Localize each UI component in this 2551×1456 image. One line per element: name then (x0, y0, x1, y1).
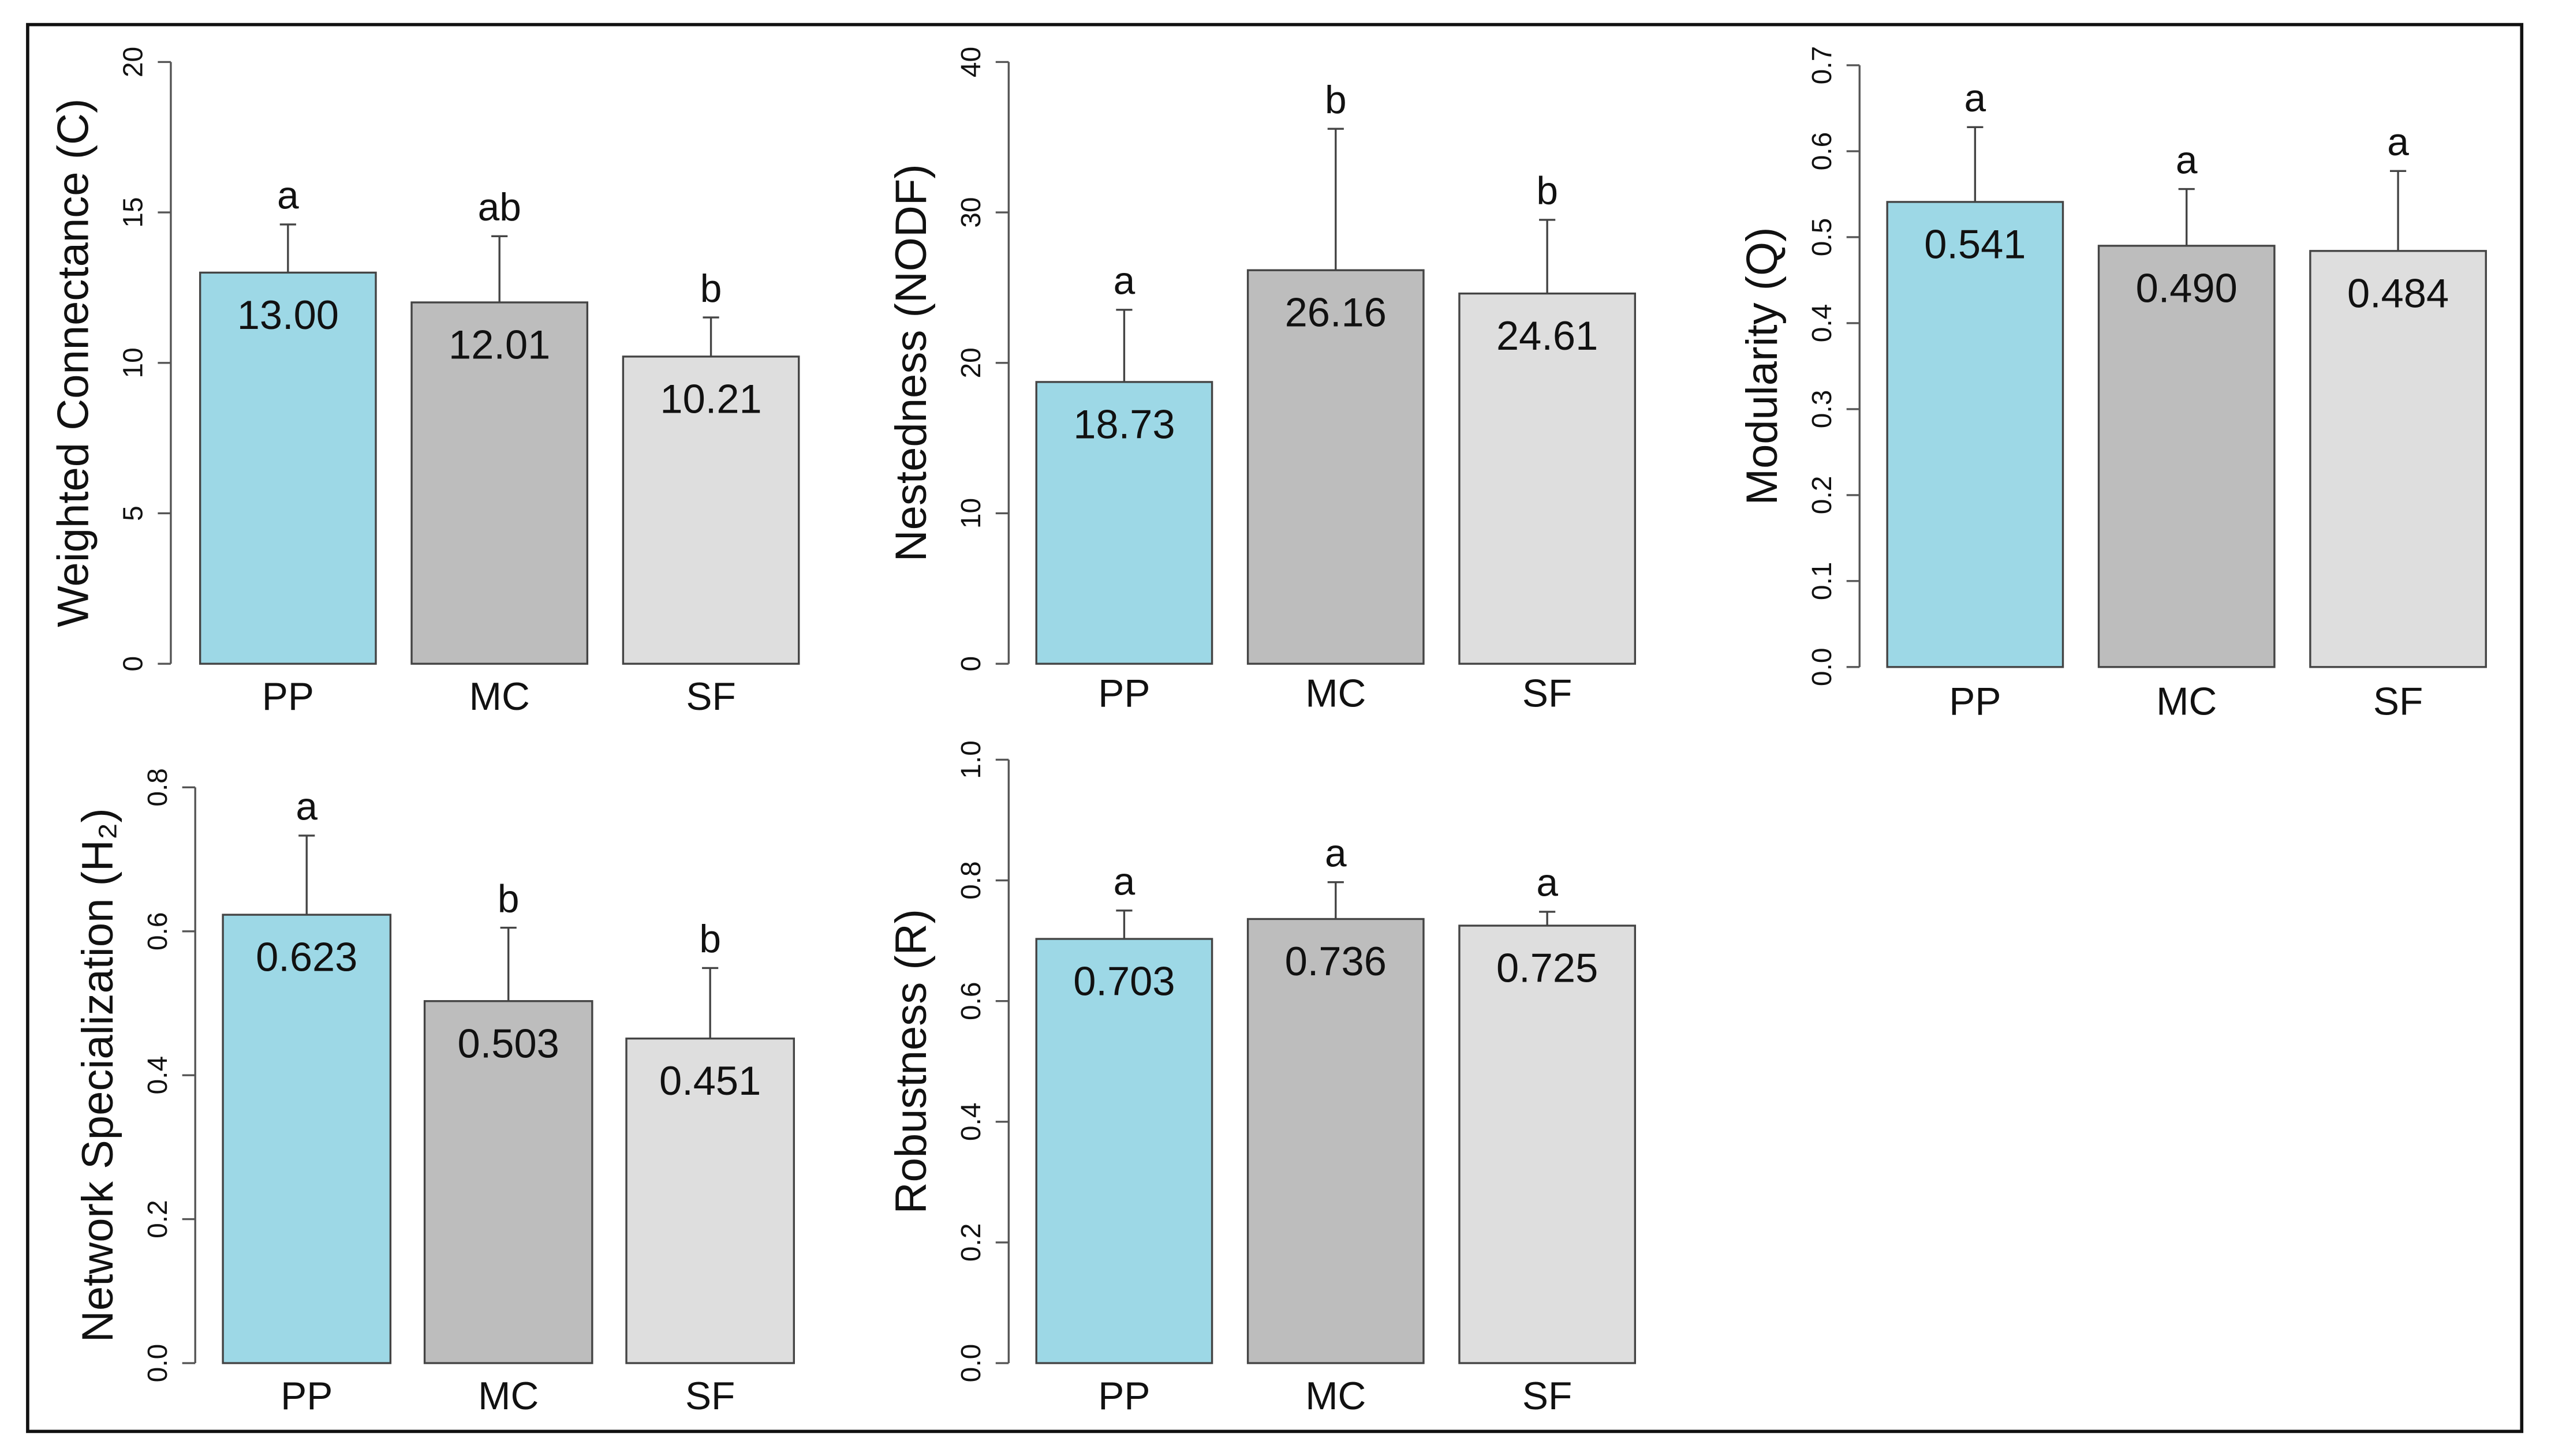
x-tick-label: SF (2373, 680, 2423, 723)
y-tick-label: 0 (118, 656, 149, 672)
y-axis-label: Nestedness (NODF) (887, 164, 936, 562)
annotation: b (1536, 170, 1558, 213)
bar (2309, 250, 2487, 668)
y-tick-label: 0.4 (956, 1102, 987, 1141)
y-tick-label: 0.6 (143, 912, 173, 950)
y-tick-label: 0.2 (1807, 476, 1837, 515)
y-tick-label: 0.8 (143, 768, 173, 807)
y-tick-label: 0.1 (1807, 562, 1837, 601)
value-label: 0.484 (2347, 270, 2449, 316)
bar (2097, 245, 2276, 668)
y-tick-label: 0.4 (143, 1056, 173, 1095)
x-tick-label: PP (262, 675, 314, 718)
y-axis-label: Weighted Connectance (C) (49, 99, 98, 627)
y-axis-label: Modularity (Q) (1738, 227, 1787, 505)
y-tick-label: 5 (118, 506, 149, 521)
x-tick-label: PP (281, 1375, 333, 1418)
bar (1246, 918, 1425, 1364)
annotation: a (1964, 77, 1986, 120)
x-tick-label: MC (2156, 680, 2217, 723)
x-tick-label: PP (1098, 1375, 1150, 1418)
x-tick-label: PP (1949, 680, 2001, 723)
y-tick-label: 10 (956, 498, 987, 529)
bar (1886, 201, 2064, 668)
annotation: a (2387, 121, 2409, 164)
bar (199, 271, 377, 665)
bar (625, 1037, 795, 1364)
y-tick-label: 15 (118, 197, 149, 227)
annotation: a (2176, 139, 2198, 182)
y-tick-label: 0.0 (143, 1344, 173, 1383)
y-tick-label: 10 (118, 347, 149, 378)
annotation: b (498, 877, 520, 920)
x-tick-label: MC (1305, 1375, 1366, 1418)
value-label: 10.21 (660, 376, 761, 421)
y-axis-label: Robustness (R) (887, 909, 936, 1214)
annotation: b (1325, 78, 1347, 122)
y-tick-label: 0.8 (956, 861, 987, 900)
annotation: a (296, 785, 318, 829)
annotation: a (1325, 832, 1347, 875)
value-label: 0.703 (1073, 959, 1175, 1004)
value-label: 0.736 (1285, 938, 1387, 984)
y-tick-label: 1.0 (956, 740, 987, 779)
bar (1458, 292, 1637, 665)
x-tick-label: SF (1522, 1375, 1572, 1418)
value-label: 24.61 (1496, 313, 1598, 358)
x-tick-label: MC (1305, 672, 1366, 715)
y-tick-label: 0.0 (956, 1344, 987, 1383)
annotation: b (699, 918, 721, 961)
bar (423, 1000, 593, 1364)
value-label: 0.503 (458, 1020, 559, 1066)
value-label: 0.623 (256, 934, 357, 980)
y-tick-label: 30 (956, 197, 987, 227)
y-tick-label: 0.7 (1807, 46, 1837, 85)
annotation: a (1536, 862, 1558, 905)
x-tick-label: SF (686, 675, 735, 718)
x-tick-label: PP (1098, 672, 1150, 715)
value-label: 13.00 (237, 292, 339, 338)
bar (222, 914, 392, 1364)
y-tick-label: 0 (956, 656, 987, 672)
x-tick-label: MC (469, 675, 530, 718)
y-tick-label: 0.6 (956, 982, 987, 1020)
bar (622, 355, 800, 665)
annotation: ab (478, 186, 521, 229)
y-tick-label: 20 (956, 347, 987, 378)
y-tick-label: 0.6 (1807, 132, 1837, 171)
annotation: a (277, 174, 299, 218)
y-tick-label: 20 (118, 47, 149, 77)
value-label: 26.16 (1285, 290, 1387, 335)
y-axis-label: Network Specialization (H₂) (73, 808, 122, 1342)
bar (1458, 924, 1637, 1364)
y-tick-label: 0.2 (143, 1200, 173, 1238)
annotation: a (1114, 260, 1136, 303)
y-tick-label: 0.5 (1807, 218, 1837, 257)
x-tick-label: SF (1522, 672, 1572, 715)
annotation: b (700, 267, 722, 310)
y-tick-label: 40 (956, 47, 987, 77)
value-label: 0.725 (1496, 945, 1598, 991)
value-label: 18.73 (1073, 401, 1175, 447)
value-label: 0.541 (1924, 221, 2026, 267)
value-label: 0.490 (2136, 265, 2238, 310)
annotation: a (1114, 860, 1136, 904)
x-tick-label: MC (478, 1375, 539, 1418)
x-tick-label: SF (685, 1375, 735, 1418)
y-tick-label: 0.3 (1807, 390, 1837, 429)
value-label: 0.451 (659, 1058, 761, 1103)
y-tick-label: 0.4 (1807, 304, 1837, 343)
y-tick-label: 0.0 (1807, 648, 1837, 687)
bar (1246, 269, 1425, 665)
y-tick-label: 0.2 (956, 1223, 987, 1262)
bar (1035, 381, 1213, 665)
bar (410, 301, 589, 665)
value-label: 12.01 (449, 322, 550, 368)
